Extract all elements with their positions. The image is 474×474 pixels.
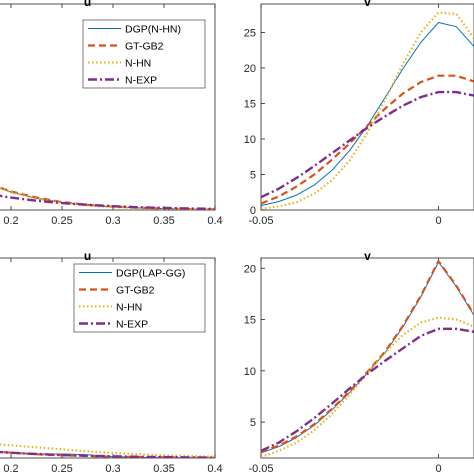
legend: DGP(N-HN) GT-GB2 N-HN N-EXP bbox=[82, 19, 206, 89]
series-group bbox=[0, 186, 215, 210]
panel-title: u bbox=[84, 0, 91, 9]
panel-3: 0.2 0.25 0.3 0.35 0.4 u DGP(LAP-GG) GT-GB2 N-HN N… bbox=[0, 249, 223, 474]
y-tick-label: 10 bbox=[244, 134, 256, 146]
legend-label: DGP(N-HN) bbox=[125, 24, 181, 36]
axes-frame bbox=[260, 257, 474, 459]
legend-label: GT-GB2 bbox=[116, 285, 155, 297]
series-line-4 bbox=[261, 90, 474, 199]
series-line-1 bbox=[0, 187, 215, 210]
y-tick-label: 25 bbox=[244, 27, 256, 39]
legend-box bbox=[73, 263, 206, 333]
axes-frame bbox=[0, 257, 216, 459]
series-group bbox=[0, 443, 215, 458]
series-line-2 bbox=[261, 260, 474, 453]
legend-label: N-HN bbox=[116, 302, 142, 314]
panel-4: -0.05 0 5 10 15 20 v bbox=[244, 249, 474, 474]
series-line-3 bbox=[0, 443, 215, 458]
x-tick-label: 0.2 bbox=[3, 215, 18, 227]
x-tick-label: 0 bbox=[435, 215, 441, 227]
x-tick-label: 0.3 bbox=[105, 463, 120, 474]
x-tick-label: 0.2 bbox=[3, 463, 18, 474]
series-group bbox=[261, 11, 474, 210]
x-tick-label: 0.35 bbox=[153, 215, 174, 227]
panel-1: 0.2 0.25 0.3 0.35 0.4 u DGP(N-HN) GT-GB2 N-HN N-E… bbox=[0, 0, 223, 227]
axes-frame bbox=[0, 3, 216, 211]
legend-label: N-EXP bbox=[116, 319, 148, 331]
series-line-3 bbox=[0, 186, 215, 210]
y-tick-label: 0 bbox=[250, 205, 256, 217]
panel-title: u bbox=[84, 249, 91, 263]
series-line-2 bbox=[0, 186, 215, 210]
y-tick-label: 20 bbox=[244, 63, 256, 75]
x-tick-label: -0.05 bbox=[248, 215, 273, 227]
panel-title: v bbox=[364, 0, 371, 9]
series-group bbox=[261, 260, 474, 458]
legend-label: DGP(LAP-GG) bbox=[116, 268, 185, 280]
y-tick-label: 15 bbox=[244, 315, 256, 327]
series-line-4 bbox=[261, 327, 474, 452]
legend-box bbox=[82, 19, 206, 89]
series-line-1 bbox=[261, 261, 474, 454]
legend: DGP(LAP-GG) GT-GB2 N-HN N-EXP bbox=[73, 263, 206, 333]
axes-frame bbox=[260, 3, 474, 211]
x-tick-label: 0.25 bbox=[51, 463, 72, 474]
legend-label: GT-GB2 bbox=[125, 41, 164, 53]
y-tick-label: 10 bbox=[244, 366, 256, 378]
series-line-4 bbox=[0, 194, 215, 210]
x-tick-label: -0.05 bbox=[248, 463, 273, 474]
legend-label: N-HN bbox=[125, 58, 151, 70]
series-line-1 bbox=[261, 22, 474, 207]
x-tick-label: 0 bbox=[435, 463, 441, 474]
series-line-4 bbox=[0, 450, 215, 458]
x-tick-label: 0.4 bbox=[207, 215, 222, 227]
legend-label: N-EXP bbox=[125, 75, 157, 87]
x-tick-label: 0.4 bbox=[207, 463, 222, 474]
series-line-3 bbox=[261, 316, 474, 458]
y-tick-label: 5 bbox=[250, 169, 256, 181]
y-tick-label: 20 bbox=[244, 263, 256, 275]
x-tick-label: 0.35 bbox=[153, 463, 174, 474]
x-tick-label: 0.25 bbox=[51, 215, 72, 227]
series-line-2 bbox=[261, 74, 474, 205]
x-tick-label: 0.3 bbox=[105, 215, 120, 227]
y-tick-label: 5 bbox=[250, 417, 256, 429]
y-tick-label: 15 bbox=[244, 98, 256, 110]
series-line-3 bbox=[261, 11, 474, 210]
panel-title: v bbox=[364, 249, 371, 263]
